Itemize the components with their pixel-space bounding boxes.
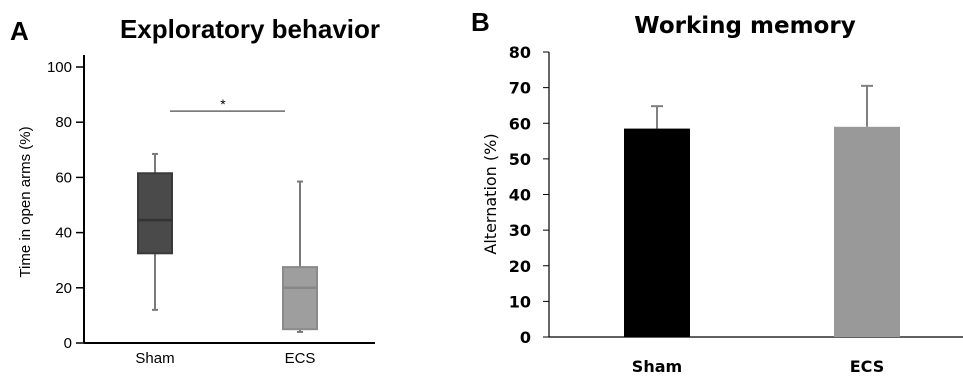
panel-b-bar: [624, 128, 690, 337]
panel-a-title: Exploratory behavior: [120, 14, 380, 44]
panel-b-y-tick-label: 10: [509, 292, 531, 311]
panel-a-y-tick-label: 0: [64, 335, 72, 352]
panel-a-y-tick-label: 20: [55, 280, 72, 297]
panel-b-y-tick-label: 40: [509, 186, 531, 205]
panel-b-axes: 0 10 20 30 40 50 60 70 80 Sham ECS: [509, 43, 963, 376]
panel-b-y-tick-label: 20: [509, 257, 531, 276]
panel-b-y-tick-label: 60: [509, 114, 531, 133]
panel-b-y-tick-label: 0: [520, 328, 531, 347]
panel-b-y-axis-label: Alternation (%): [481, 133, 500, 254]
panel-a-box: [137, 172, 173, 255]
panel-a-x-tick-label: Sham: [135, 350, 174, 367]
panel-b-marks: [624, 84, 900, 337]
panel-a-y-tick-label: 100: [47, 59, 72, 76]
panel-b-y-tick-label: 70: [509, 79, 531, 98]
panel-b-y-tick-label: 50: [509, 150, 531, 169]
panel-b-bar: [834, 126, 900, 337]
panel-a: A Exploratory behavior Time in open arms…: [10, 14, 380, 367]
panel-b: B Working memory Alternation (%) 0 10 20 30…: [471, 7, 963, 376]
panel-a-x-tick-label: ECS: [285, 350, 316, 367]
panel-a-axes: 0 20 40 60 80 100 Sham ECS: [47, 55, 375, 367]
panel-a-significance-label: *: [220, 96, 226, 112]
panel-b-x-tick-label: ECS: [850, 357, 885, 376]
panel-b-y-tick-label: 30: [509, 221, 531, 240]
panel-b-letter: B: [471, 7, 490, 37]
panel-a-marks: *: [137, 96, 318, 333]
panel-a-y-tick-label: 40: [55, 225, 72, 242]
panel-b-title: Working memory: [634, 13, 855, 39]
panel-a-y-tick-label: 80: [55, 114, 72, 131]
panel-a-letter: A: [10, 16, 29, 46]
panel-b-x-tick-label: Sham: [632, 357, 682, 376]
panel-a-y-tick-label: 60: [55, 169, 72, 186]
panel-a-box: [282, 266, 318, 331]
panel-a-y-axis-label: Time in open arms (%): [17, 126, 34, 277]
panel-b-y-tick-label: 80: [509, 43, 531, 62]
